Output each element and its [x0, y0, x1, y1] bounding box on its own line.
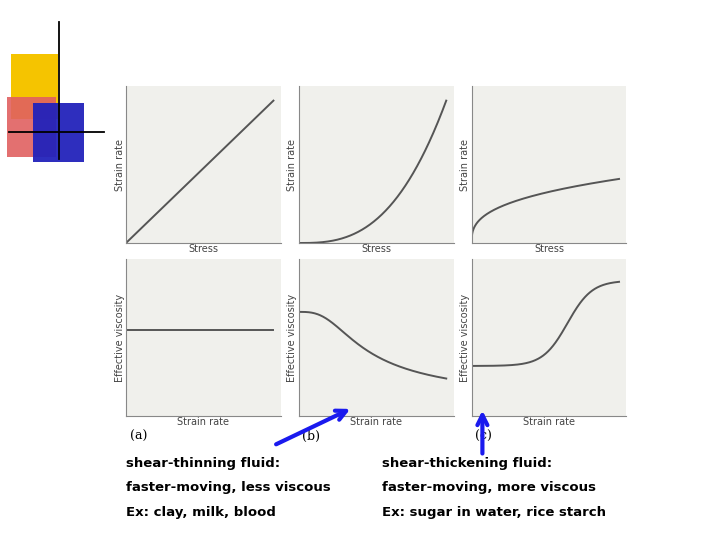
Y-axis label: Strain rate: Strain rate	[114, 139, 125, 191]
X-axis label: Stress: Stress	[189, 245, 218, 254]
X-axis label: Strain rate: Strain rate	[177, 417, 230, 427]
Y-axis label: Effective viscosity: Effective viscosity	[287, 293, 297, 382]
Y-axis label: Strain rate: Strain rate	[287, 139, 297, 191]
Text: faster-moving, less viscous: faster-moving, less viscous	[126, 481, 330, 495]
X-axis label: Strain rate: Strain rate	[523, 417, 575, 427]
X-axis label: Strain rate: Strain rate	[350, 417, 402, 427]
Y-axis label: Effective viscosity: Effective viscosity	[460, 293, 470, 382]
Text: Ex: clay, milk, blood: Ex: clay, milk, blood	[126, 505, 276, 519]
Y-axis label: Effective viscosity: Effective viscosity	[114, 293, 125, 382]
Text: faster-moving, more viscous: faster-moving, more viscous	[382, 481, 595, 495]
Text: (c): (c)	[475, 430, 492, 443]
Text: (a): (a)	[130, 430, 147, 443]
Text: Ex: sugar in water, rice starch: Ex: sugar in water, rice starch	[382, 505, 606, 519]
Text: shear-thickening fluid:: shear-thickening fluid:	[382, 457, 552, 470]
Y-axis label: Strain rate: Strain rate	[460, 139, 470, 191]
Text: (b): (b)	[302, 430, 320, 443]
X-axis label: Stress: Stress	[534, 245, 564, 254]
Text: shear-thinning fluid:: shear-thinning fluid:	[126, 457, 280, 470]
X-axis label: Stress: Stress	[361, 245, 391, 254]
